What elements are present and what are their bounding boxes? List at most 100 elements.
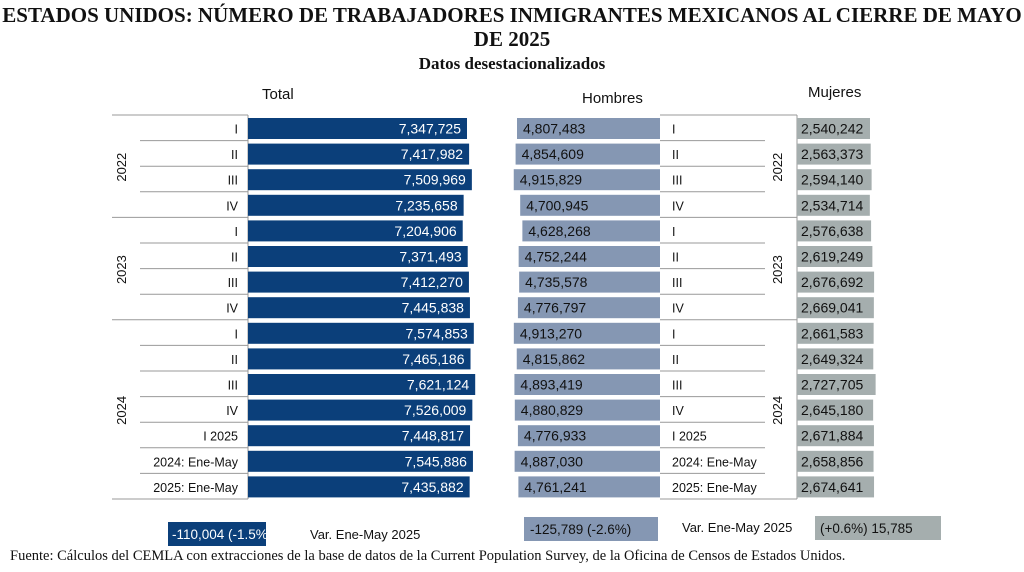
category-label-total: III [228,174,238,188]
bar-mujeres [797,450,874,472]
data-label-hombres: 4,913,270 [520,325,582,341]
year-label-hombres: 2022 [770,153,785,182]
data-label-total: 7,574,853 [406,325,468,341]
data-label-mujeres: 2,576,638 [801,223,863,239]
category-label-hombres: III [672,379,682,393]
category-label-hombres: 2024: Ene-May [672,455,758,469]
data-label-mujeres: 2,563,373 [801,146,863,162]
bar-hombres [516,348,660,370]
category-label-total: II [231,148,238,162]
bar-hombres [514,399,660,421]
bar-mujeres [797,143,871,165]
category-label-total: I [235,327,238,341]
data-label-hombres: 4,700,945 [526,197,588,213]
data-label-hombres: 4,880,829 [521,402,583,418]
category-label-total: I [235,225,238,239]
bar-total [248,271,469,293]
category-label-hombres: IV [672,199,684,213]
data-label-total: 7,371,493 [399,249,461,265]
bar-hombres [522,220,660,242]
category-label-hombres: I [672,225,675,239]
year-label-total: 2023 [114,255,129,284]
category-label-total: IV [226,302,238,316]
bar-mujeres [797,246,873,267]
bar-hombres [513,169,660,191]
category-label-total: IV [226,199,238,213]
data-label-hombres: 4,915,829 [520,172,582,188]
bar-hombres [517,297,660,319]
data-label-hombres: 4,815,862 [523,351,585,367]
bar-total [248,374,476,395]
data-label-total: 7,417,982 [401,146,463,162]
data-label-hombres: 4,776,797 [524,300,586,316]
data-label-total: 7,435,882 [401,479,463,495]
category-label-total: 2025: Ene-May [153,481,239,495]
year-label-total: 2024 [114,396,129,425]
data-label-hombres: 4,893,419 [520,377,582,393]
bar-mujeres [797,169,872,191]
data-label-mujeres: 2,669,041 [801,300,863,316]
year-label-hombres: 2024 [770,396,785,425]
bar-total [248,450,473,472]
bar-hombres [515,143,660,165]
data-label-total: 7,235,658 [395,197,457,213]
data-label-mujeres: 2,649,324 [801,351,863,367]
data-label-total: 7,445,838 [402,300,464,316]
data-label-total: 7,412,270 [401,274,463,290]
bar-mujeres [797,374,876,395]
data-label-hombres: 4,776,933 [524,428,586,444]
bar-total [248,322,474,344]
bar-total [248,246,468,267]
bar-total [248,476,470,498]
header-mujeres: Mujeres [808,84,862,101]
bar-hombres [514,450,660,472]
bar-total [248,169,472,191]
data-label-mujeres: 2,674,641 [801,479,863,495]
source-footer: Fuente: Cálculos del CEMLA con extraccio… [10,548,846,564]
data-label-total: 7,347,725 [399,121,461,137]
bar-total [248,194,464,216]
variation-value-total: -110,004 (-1.5%) [172,527,272,542]
variation-value-hombres: -125,789 (-2.6%) [530,522,631,537]
bar-mujeres [797,476,875,498]
data-label-mujeres: 2,619,249 [801,249,863,265]
bar-mujeres [797,322,874,344]
variation-box-mujeres [815,516,941,540]
variation-box-hombres [524,517,658,541]
data-label-hombres: 4,735,578 [525,274,587,290]
data-label-mujeres: 2,671,884 [801,428,863,444]
bar-total [248,220,463,242]
data-label-hombres: 4,628,268 [528,223,590,239]
chart-subtitle: Datos desestacionalizados [418,54,606,73]
category-label-hombres: II [672,148,679,162]
category-label-hombres: IV [672,404,684,418]
bar-mujeres [797,348,874,370]
data-label-hombres: 4,887,030 [521,453,583,469]
category-label-total: IV [226,404,238,418]
variation-label-hombres: Var. Ene-May 2025 [682,520,792,535]
year-label-total: 2022 [114,153,129,182]
category-label-hombres: I [672,123,675,137]
data-label-total: 7,526,009 [404,402,466,418]
bar-hombres [514,374,660,395]
data-label-hombres: 4,752,244 [525,249,587,265]
bar-total [248,399,473,421]
data-label-mujeres: 2,661,583 [801,325,863,341]
category-label-hombres: III [672,276,682,290]
category-label-hombres: 2025: Ene-May [672,481,758,495]
bar-hombres [517,425,660,447]
data-label-total: 7,509,969 [404,172,466,188]
category-label-hombres: III [672,174,682,188]
data-label-total: 7,448,817 [402,428,464,444]
bar-mujeres [797,399,874,421]
category-label-hombres: II [672,251,679,265]
category-label-total: II [231,251,238,265]
data-label-hombres: 4,807,483 [523,121,585,137]
category-label-total: II [231,353,238,367]
data-label-mujeres: 2,540,242 [801,121,863,137]
data-label-mujeres: 2,658,856 [801,453,863,469]
data-label-mujeres: 2,676,692 [801,274,863,290]
bar-hombres [517,118,660,139]
bar-mujeres [797,297,874,319]
data-label-total: 7,545,886 [405,453,467,469]
